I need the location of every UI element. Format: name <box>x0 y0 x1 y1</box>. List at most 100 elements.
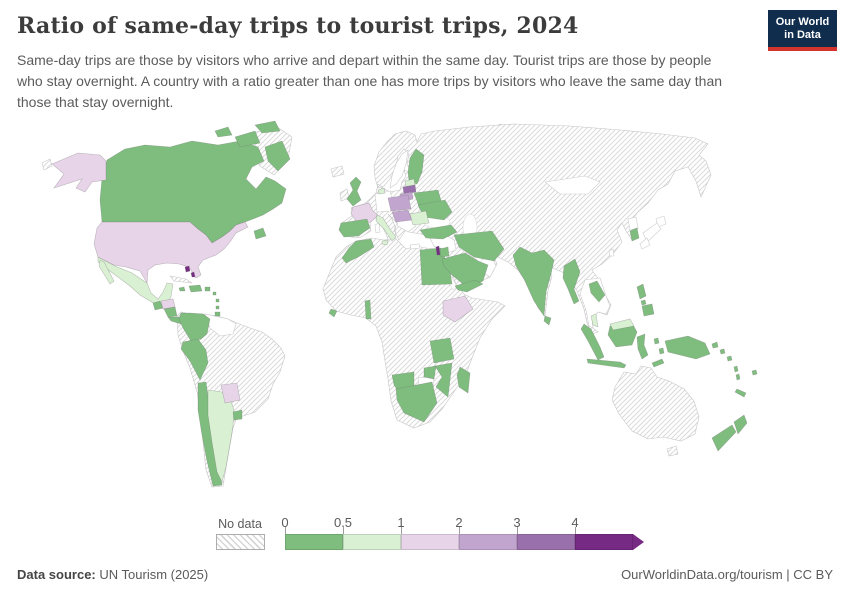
region-solomons-1[interactable] <box>719 348 726 355</box>
region-moluccas-2[interactable] <box>658 347 665 355</box>
region-canada-baffin[interactable] <box>264 140 291 172</box>
region-hispaniola[interactable] <box>188 284 203 293</box>
region-canada-victoria[interactable] <box>234 130 261 148</box>
region-new-britain[interactable] <box>711 341 719 349</box>
region-moluccas-1[interactable] <box>653 337 660 345</box>
region-sierra-leone[interactable] <box>328 308 338 318</box>
region-philippines-visayas[interactable] <box>640 299 647 306</box>
region-philippines-luzon[interactable] <box>636 283 647 300</box>
region-vanuatu-2[interactable] <box>735 373 741 381</box>
region-north-korea[interactable] <box>627 216 639 231</box>
region-new-zealand-north[interactable] <box>733 414 748 435</box>
region-mongolia[interactable] <box>544 175 601 195</box>
region-corsica-sardinia[interactable] <box>374 222 381 234</box>
region-poland[interactable] <box>387 194 412 212</box>
region-colombia[interactable] <box>178 312 211 342</box>
legend-tick-label-3: 3 <box>513 515 521 530</box>
region-israel[interactable] <box>435 245 441 256</box>
region-sulawesi[interactable] <box>636 333 649 360</box>
region-south-korea[interactable] <box>629 227 640 242</box>
region-bahamas-1[interactable] <box>184 265 191 273</box>
region-antilles-3[interactable] <box>215 305 220 310</box>
region-united-kingdom[interactable] <box>346 176 362 207</box>
legend-bin-4+[interactable] <box>575 534 633 550</box>
region-canada-arctic-small[interactable] <box>214 126 233 138</box>
region-new-caledonia[interactable] <box>734 388 747 398</box>
region-mexico-baja[interactable] <box>98 259 115 285</box>
region-tasmania[interactable] <box>666 445 679 457</box>
region-solomons-2[interactable] <box>726 355 733 362</box>
region-latvia[interactable] <box>402 184 417 195</box>
region-crete[interactable] <box>409 243 421 250</box>
region-antilles-1[interactable] <box>212 291 217 296</box>
region-jordan[interactable] <box>439 246 450 258</box>
region-trinidad[interactable] <box>214 311 221 317</box>
region-nicaragua[interactable] <box>163 306 178 318</box>
no-data-swatch[interactable] <box>216 534 265 550</box>
region-india[interactable] <box>512 246 555 317</box>
region-java[interactable] <box>586 358 627 369</box>
region-iceland[interactable] <box>330 165 345 178</box>
region-sweden[interactable] <box>389 149 409 189</box>
region-romania-bulgaria[interactable] <box>409 210 430 226</box>
region-philippines-mindanao[interactable] <box>641 303 655 317</box>
region-bahamas-2[interactable] <box>190 271 196 278</box>
region-malaysia-peninsula[interactable] <box>590 313 599 328</box>
region-sumatra[interactable] <box>580 323 605 361</box>
region-canada-ellesmere[interactable] <box>254 120 281 134</box>
region-peru[interactable] <box>180 338 209 381</box>
region-nodata-west-sliver[interactable] <box>41 158 53 171</box>
region-antilles-2[interactable] <box>215 298 220 303</box>
legend-tick-label-0: 0 <box>281 515 289 530</box>
data-source-value[interactable]: UN Tourism (2025) <box>99 567 209 582</box>
region-puerto-rico[interactable] <box>204 286 211 292</box>
region-south-africa[interactable] <box>395 381 438 423</box>
region-new-guinea[interactable] <box>664 335 711 360</box>
region-italy[interactable] <box>375 214 397 242</box>
region-saudi-arabia[interactable] <box>441 252 489 289</box>
region-madagascar[interactable] <box>456 366 471 394</box>
region-france[interactable] <box>350 202 379 224</box>
region-mexico[interactable] <box>97 256 174 307</box>
region-morocco[interactable] <box>341 238 375 264</box>
legend-bin-2–3[interactable] <box>459 534 517 550</box>
region-denmark[interactable] <box>377 187 386 195</box>
region-zimbabwe[interactable] <box>423 365 437 380</box>
region-iran[interactable] <box>453 230 505 262</box>
region-canada-newfoundland[interactable] <box>253 227 267 240</box>
region-vanuatu-1[interactable] <box>733 365 739 373</box>
legend-tick-label-2: 2 <box>455 515 463 530</box>
region-sri-lanka[interactable] <box>543 315 552 326</box>
region-laos[interactable] <box>588 280 606 303</box>
legend-bin-0.5–1[interactable] <box>343 534 401 550</box>
region-cuba[interactable] <box>169 275 193 284</box>
region-yemen[interactable] <box>454 279 484 293</box>
region-turkey[interactable] <box>419 224 458 240</box>
legend-bin-1–2[interactable] <box>401 534 459 550</box>
region-uruguay[interactable] <box>232 409 243 421</box>
region-alaska[interactable] <box>51 152 107 193</box>
region-sicily[interactable] <box>381 239 389 246</box>
region-czechia-slovakia-hungary[interactable] <box>391 209 413 223</box>
region-malaysia-borneo[interactable] <box>609 318 635 331</box>
region-paraguay[interactable] <box>220 382 241 404</box>
region-venezuela[interactable] <box>204 313 237 337</box>
region-usa[interactable] <box>93 221 249 284</box>
region-taiwan[interactable] <box>608 248 615 257</box>
legend-bin-0–0.5[interactable] <box>285 534 343 550</box>
region-myanmar[interactable] <box>562 258 581 305</box>
region-timor[interactable] <box>651 358 665 368</box>
license-note[interactable]: OurWorldinData.org/tourism | CC BY <box>621 567 833 582</box>
region-fiji[interactable] <box>751 369 758 376</box>
region-tanzania[interactable] <box>429 337 455 364</box>
region-spain-portugal[interactable] <box>338 218 371 238</box>
region-japan-kyushu[interactable] <box>639 237 651 250</box>
owid-logo[interactable]: Our World in Data <box>768 10 837 51</box>
region-jamaica[interactable] <box>178 286 186 292</box>
region-benin[interactable] <box>364 299 372 320</box>
legend-bin-3–4[interactable] <box>517 534 575 550</box>
region-australia[interactable] <box>611 365 700 442</box>
region-ethiopia[interactable] <box>442 295 474 323</box>
region-new-zealand-south[interactable] <box>711 424 737 452</box>
region-mozambique[interactable] <box>434 362 453 398</box>
